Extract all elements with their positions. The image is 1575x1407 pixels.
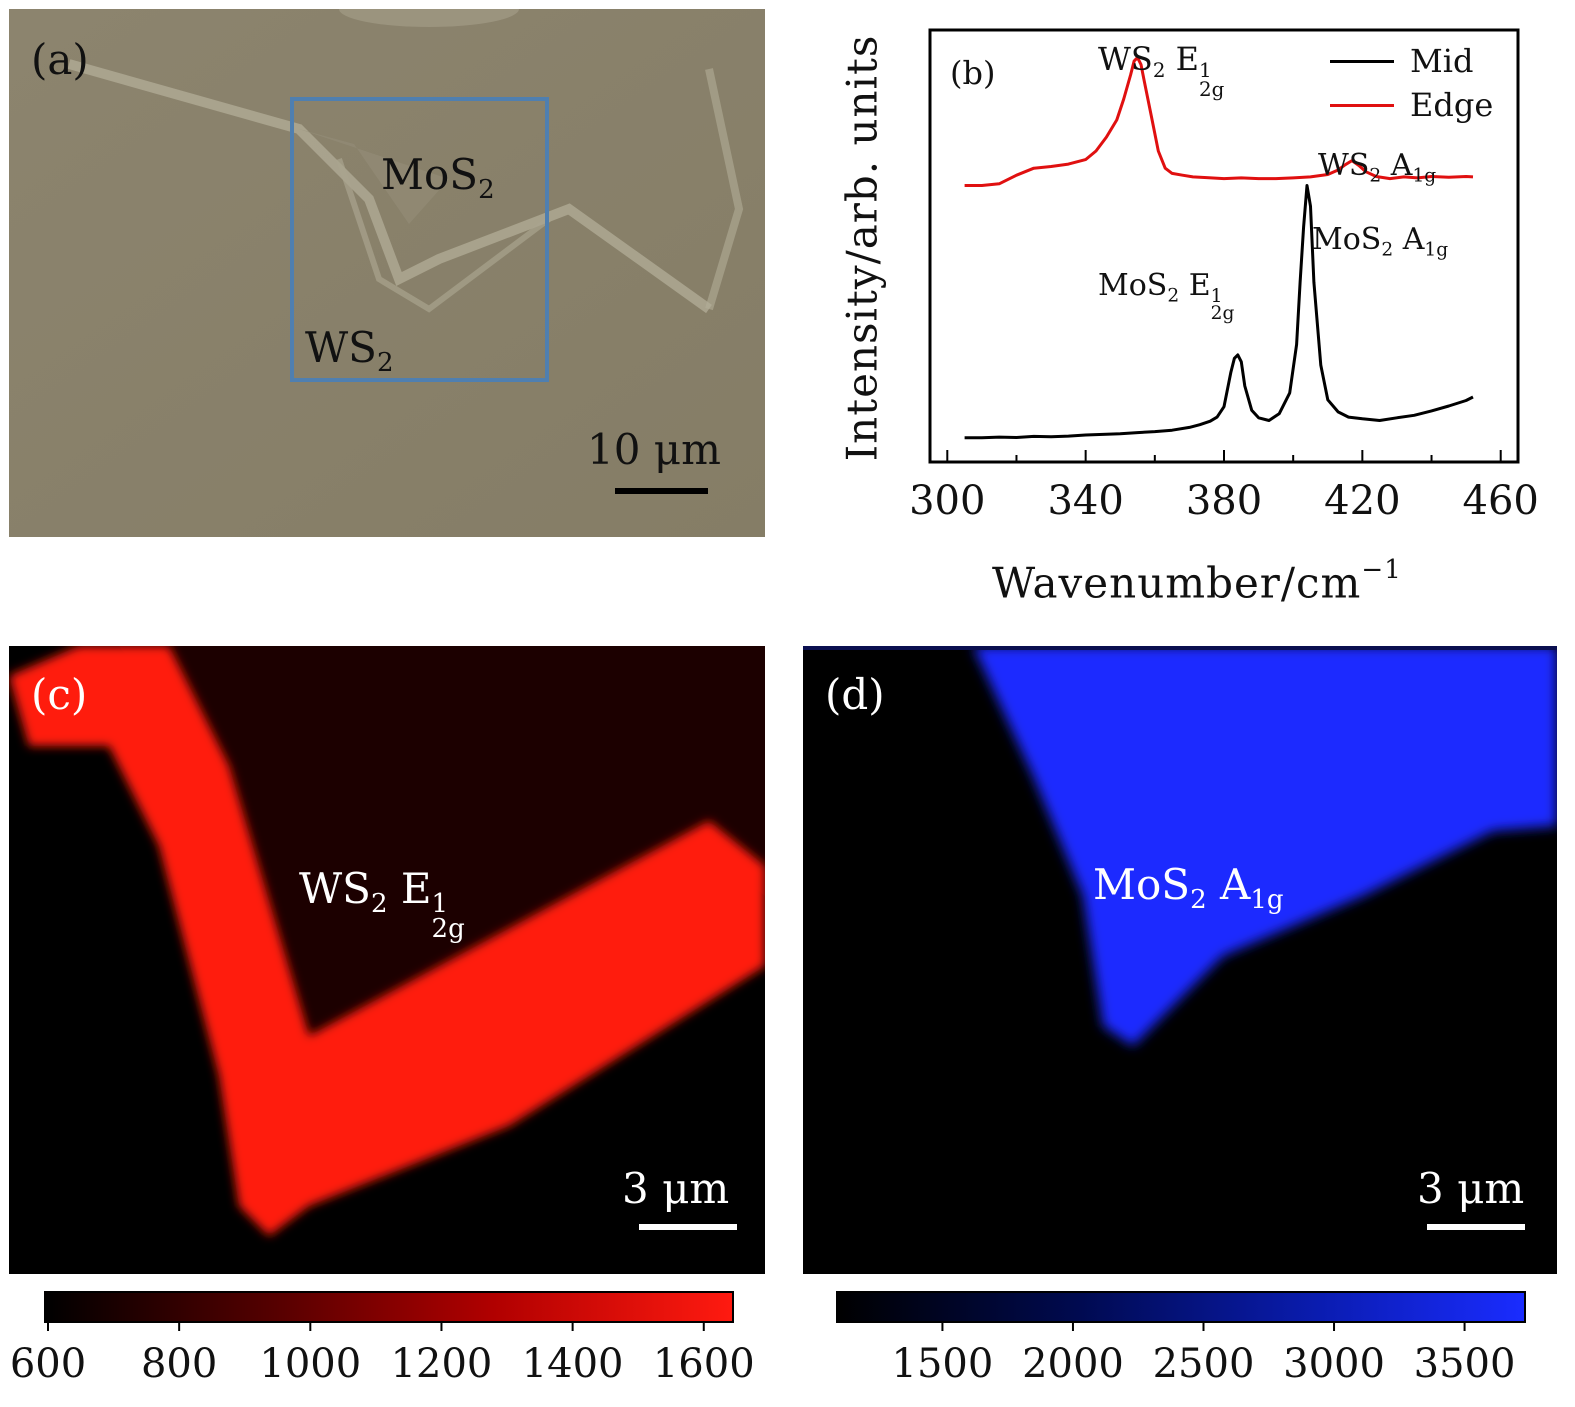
colorbar-ticks: 600 800 1000 1200 1400 1600 — [10, 1323, 755, 1387]
annotation-ws2-e2g: WS2 E 1 2g — [1098, 40, 1225, 101]
legend-swatch-edge — [1330, 104, 1394, 107]
x-tick-label: 420 — [1324, 478, 1400, 524]
colorbar-tick-label: 1500 — [892, 1341, 994, 1387]
scale-bar — [639, 1224, 737, 1230]
panel-label: (b) — [950, 54, 996, 92]
series-line-edge — [964, 56, 1474, 187]
x-tick-label: 460 — [1463, 478, 1539, 524]
colorbar-tick-label: 3000 — [1283, 1341, 1385, 1387]
scale-label: 3 μm — [1417, 1164, 1525, 1213]
colorbar-gradient — [44, 1291, 734, 1323]
series-line-mid — [964, 184, 1474, 440]
x-tick-label: 300 — [909, 478, 985, 524]
annotation-mos2-a1g: MoS2 A1g — [1312, 222, 1449, 261]
panel-a: (a) MoS2 WS2 10 μm — [9, 9, 765, 537]
panel-d: (d) MoS2 A1g 3 μm — [803, 646, 1557, 1274]
selection-box — [290, 97, 549, 382]
scale-bar — [615, 488, 708, 494]
colorbar-tick-label: 3500 — [1414, 1341, 1516, 1387]
raman-map-ws2 — [9, 646, 765, 1274]
ws2-edge-stripe — [9, 646, 765, 1236]
x-tick-label: 380 — [1186, 478, 1262, 524]
panel-label: (d) — [825, 670, 885, 719]
colorbar-tick-label: 800 — [141, 1341, 217, 1387]
optical-image — [9, 9, 765, 537]
mos2-triangle — [973, 646, 1557, 1046]
x-tick-label: 340 — [1047, 478, 1123, 524]
colorbar-c: 600 800 1000 1200 1400 1600 — [0, 1285, 790, 1407]
scale-label: 3 μm — [622, 1164, 730, 1213]
colorbar-tick-label: 1600 — [653, 1341, 755, 1387]
ws2-label: WS2 — [305, 323, 394, 379]
plot-frame — [928, 28, 1520, 464]
legend-label-edge: Edge — [1410, 86, 1494, 124]
mode-label: MoS2 A1g — [1093, 860, 1284, 916]
colorbar-ticks: 1500 2000 2500 3000 3500 — [892, 1323, 1516, 1387]
x-axis-label: Wavenumber/cm−1 — [992, 555, 1402, 608]
legend-label-mid: Mid — [1410, 42, 1474, 80]
legend-swatch-mid — [1330, 60, 1394, 63]
colorbar-tick-label: 1200 — [391, 1341, 493, 1387]
legend: Mid Edge — [1330, 40, 1510, 130]
colorbar-tick-label: 2000 — [1022, 1341, 1124, 1387]
colorbar-tick-label: 2500 — [1153, 1341, 1255, 1387]
colorbar-d: 1500 2000 2500 3000 3500 — [790, 1285, 1575, 1407]
annotation-mos2-e2g: MoS2 E 1 2g — [1098, 268, 1235, 325]
scale-label: 10 μm — [587, 425, 721, 474]
colorbar-tick-label: 1400 — [522, 1341, 624, 1387]
y-axis-label: Intensity/arb. units — [837, 34, 887, 462]
scale-bar — [1427, 1224, 1525, 1230]
panel-c: (c) WS2 E 1 2g 3 μm — [9, 646, 765, 1274]
colorbar-tick-label: 1000 — [259, 1341, 361, 1387]
panel-label: (c) — [31, 670, 88, 719]
colorbar-gradient — [836, 1291, 1526, 1323]
mos2-label: MoS2 — [381, 150, 495, 206]
panel-label: (a) — [31, 35, 89, 84]
colorbar-tick-label: 600 — [10, 1341, 86, 1387]
annotation-ws2-a1g: WS2 A1g — [1318, 148, 1437, 187]
raman-map-mos2 — [803, 646, 1557, 1274]
mode-label: WS2 E 1 2g — [299, 864, 465, 944]
